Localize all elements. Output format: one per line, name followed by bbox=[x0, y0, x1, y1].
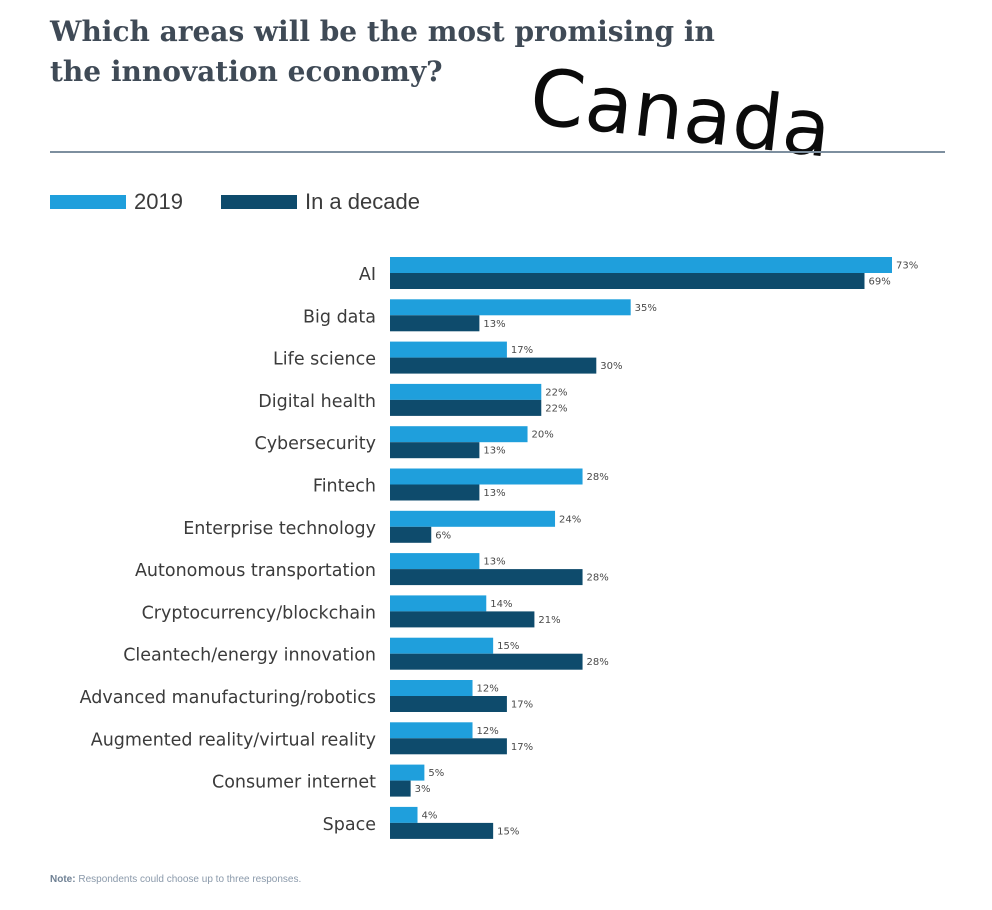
value-label-2019-space: 4% bbox=[422, 810, 438, 821]
bar-2019-cybersecurity bbox=[390, 426, 528, 443]
legend-label-2019: 2019 bbox=[134, 189, 183, 214]
bar-decade-cryptocurrency-blockchain bbox=[390, 611, 535, 628]
bar-2019-augmented-reality-virtual-reality bbox=[390, 722, 473, 739]
bar-decade-augmented-reality-virtual-reality bbox=[390, 738, 507, 755]
value-label-decade-big-data: 13% bbox=[483, 319, 505, 330]
bar-chart: AI 73% 69% Big data 35% 13% Life science 17% 30%… bbox=[80, 257, 918, 839]
category-label-fintech: Fintech bbox=[313, 477, 376, 497]
bar-decade-life-science bbox=[390, 357, 597, 374]
bar-decade-ai bbox=[390, 273, 865, 289]
bar-decade-consumer-internet bbox=[390, 780, 411, 797]
bar-decade-cleantech-energy-innovation bbox=[390, 653, 583, 670]
value-label-decade-enterprise-technology: 6% bbox=[435, 530, 451, 541]
bar-decade-enterprise-technology bbox=[390, 526, 432, 543]
legend-swatch-decade bbox=[220, 195, 297, 209]
legend-swatch-2019 bbox=[50, 195, 126, 209]
value-label-2019-digital-health: 22% bbox=[545, 387, 567, 398]
category-label-enterprise-technology: Enterprise technology bbox=[183, 519, 376, 539]
value-label-decade-cleantech-energy-innovation: 28% bbox=[587, 657, 609, 668]
value-label-2019-autonomous-transportation: 13% bbox=[483, 557, 505, 568]
value-label-2019-cleantech-energy-innovation: 15% bbox=[497, 641, 519, 652]
chart-note: Note: Respondents could choose up to thr… bbox=[50, 874, 301, 885]
category-label-ai: AI bbox=[359, 265, 376, 285]
bar-decade-big-data bbox=[390, 315, 480, 332]
category-label-advanced-manufacturing-robotics: Advanced manufacturing/robotics bbox=[80, 688, 376, 708]
category-label-augmented-reality-virtual-reality: Augmented reality/virtual reality bbox=[91, 730, 376, 750]
bar-2019-ai bbox=[390, 257, 892, 273]
bar-2019-life-science bbox=[390, 341, 507, 358]
note-text: Respondents could choose up to three res… bbox=[78, 874, 302, 885]
value-label-2019-life-science: 17% bbox=[511, 345, 533, 356]
bar-decade-cybersecurity bbox=[390, 442, 480, 459]
bar-2019-digital-health bbox=[390, 383, 542, 400]
bar-decade-digital-health bbox=[390, 399, 542, 416]
value-label-2019-fintech: 28% bbox=[587, 472, 609, 483]
value-label-decade-fintech: 13% bbox=[483, 488, 505, 499]
value-label-decade-advanced-manufacturing-robotics: 17% bbox=[511, 700, 533, 711]
legend-label-decade: In a decade bbox=[304, 189, 420, 214]
category-label-big-data: Big data bbox=[303, 307, 376, 327]
chart-title: Which areas will be the most promising i… bbox=[50, 15, 715, 88]
bar-2019-autonomous-transportation bbox=[390, 553, 480, 570]
value-label-2019-enterprise-technology: 24% bbox=[559, 514, 581, 525]
bar-2019-cryptocurrency-blockchain bbox=[390, 595, 487, 612]
category-label-consumer-internet: Consumer internet bbox=[212, 773, 376, 793]
value-label-2019-cybersecurity: 20% bbox=[532, 430, 554, 441]
bar-decade-fintech bbox=[390, 484, 480, 501]
value-label-decade-autonomous-transportation: 28% bbox=[587, 573, 609, 584]
category-label-space: Space bbox=[323, 815, 376, 835]
bar-2019-advanced-manufacturing-robotics bbox=[390, 680, 473, 696]
category-label-cybersecurity: Cybersecurity bbox=[254, 434, 376, 454]
value-label-2019-advanced-manufacturing-robotics: 12% bbox=[477, 684, 499, 695]
category-label-autonomous-transportation: Autonomous transportation bbox=[135, 561, 376, 581]
title-divider bbox=[50, 151, 945, 153]
bar-2019-enterprise-technology bbox=[390, 510, 556, 527]
value-label-2019-big-data: 35% bbox=[635, 303, 657, 314]
bar-2019-consumer-internet bbox=[390, 764, 425, 781]
value-label-2019-consumer-internet: 5% bbox=[428, 768, 444, 779]
bar-2019-space bbox=[390, 806, 418, 823]
value-label-decade-ai: 69% bbox=[868, 277, 890, 288]
bar-decade-autonomous-transportation bbox=[390, 569, 583, 586]
category-label-cryptocurrency-blockchain: Cryptocurrency/blockchain bbox=[142, 603, 376, 623]
bar-2019-big-data bbox=[390, 299, 631, 316]
category-label-cleantech-energy-innovation: Cleantech/energy innovation bbox=[123, 646, 376, 666]
value-label-2019-cryptocurrency-blockchain: 14% bbox=[490, 599, 512, 610]
value-label-decade-consumer-internet: 3% bbox=[415, 784, 431, 795]
legend-item-2019: 2019 bbox=[50, 189, 183, 215]
bar-decade-advanced-manufacturing-robotics bbox=[390, 696, 507, 712]
bar-2019-fintech bbox=[390, 468, 583, 485]
legend-item-decade: In a decade bbox=[220, 189, 420, 215]
legend: 2019 In a decade bbox=[50, 187, 458, 217]
value-label-decade-cryptocurrency-blockchain: 21% bbox=[538, 615, 560, 626]
value-label-decade-augmented-reality-virtual-reality: 17% bbox=[511, 742, 533, 753]
category-label-digital-health: Digital health bbox=[258, 392, 376, 412]
value-label-2019-ai: 73% bbox=[896, 261, 918, 272]
value-label-decade-space: 15% bbox=[497, 826, 519, 837]
value-label-decade-digital-health: 22% bbox=[545, 403, 567, 414]
bar-decade-space bbox=[390, 822, 494, 839]
value-label-decade-cybersecurity: 13% bbox=[483, 446, 505, 457]
value-label-2019-augmented-reality-virtual-reality: 12% bbox=[477, 726, 499, 737]
bar-2019-cleantech-energy-innovation bbox=[390, 637, 494, 654]
value-label-decade-life-science: 30% bbox=[600, 361, 622, 372]
note-label: Note: bbox=[50, 874, 76, 885]
category-label-life-science: Life science bbox=[273, 350, 376, 370]
